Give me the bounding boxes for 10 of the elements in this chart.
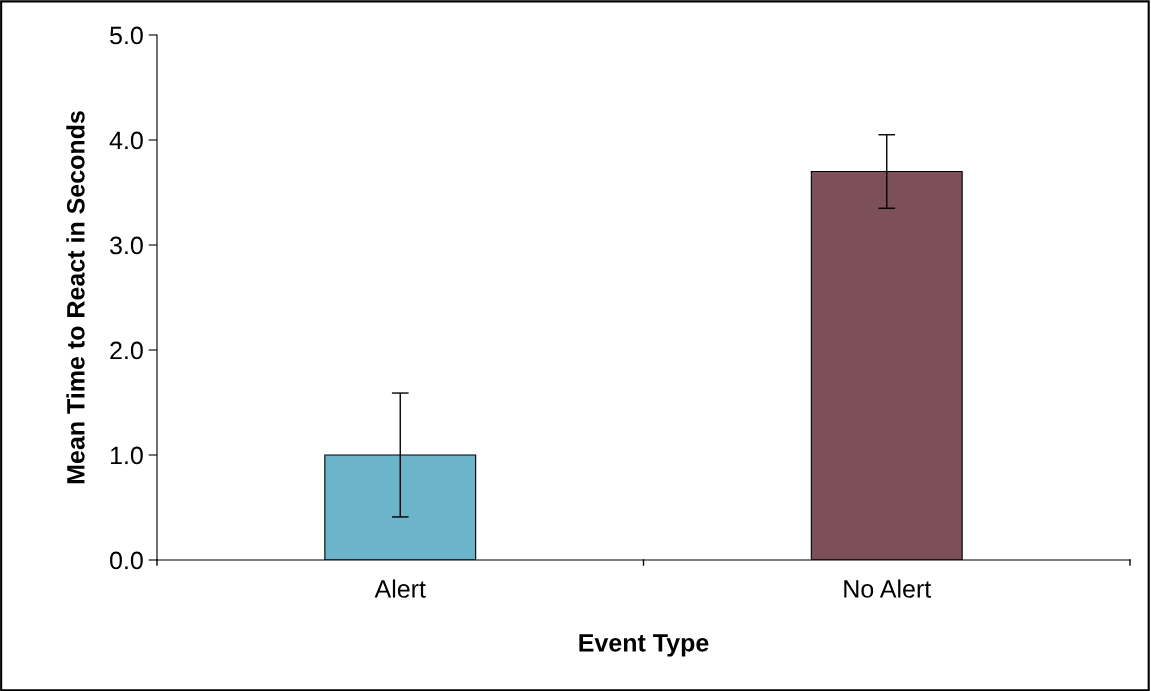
y-tick-label: 4.0 — [109, 131, 143, 150]
y-tick-label: 3.0 — [110, 236, 143, 255]
x-tick-label: Alert — [374, 579, 426, 598]
y-axis-title: Mean Time to React in Seconds — [66, 111, 85, 484]
x-tick-label: No Alert — [844, 579, 932, 598]
y-tick-label: 1.0 — [110, 446, 143, 465]
y-tick-label: 2.0 — [110, 341, 143, 360]
y-tick-label: 5.0 — [110, 26, 143, 45]
x-axis-title: Event Type — [579, 634, 709, 657]
y-tick-label: 0.0 — [110, 551, 143, 570]
